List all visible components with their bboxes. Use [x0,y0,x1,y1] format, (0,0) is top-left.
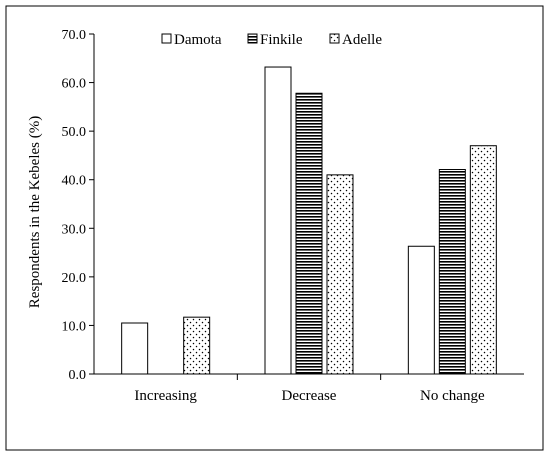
bar-damota-no-change [407,245,435,375]
y-axis-ticks: 0.0 10.0 20.0 30.0 40.0 50.0 60.0 70.0 [62,28,94,383]
bar-adelle-increasing [183,316,211,375]
legend-swatch-finkile [247,33,258,44]
bar-damota-increasing [121,322,149,375]
bar-adelle-decrease [326,174,354,375]
legend-swatch-damota [161,33,172,44]
legend-label-finkile: Finkile [260,32,303,48]
y-tick-label: 60.0 [62,77,87,92]
legend-label-adelle: Adelle [342,32,382,48]
bars-layer [121,66,497,375]
bar-adelle-no-change [469,145,497,375]
y-tick-label: 30.0 [62,222,87,237]
legend-label-damota: Damota [174,32,222,48]
bar-finkile-no-change [438,169,466,375]
legend: Damota Finkile Adelle [161,32,382,48]
chart-border [5,5,544,451]
y-tick-label: 40.0 [62,174,87,189]
y-axis-title: Respondents in the Kebeles (%) [27,116,43,308]
y-tick-label: 10.0 [62,319,87,334]
bar-finkile-decrease [295,92,323,375]
axes-layer [93,34,524,380]
x-axis-categories: Increasing Decrease No change [134,388,485,404]
y-tick-label: 20.0 [62,271,87,286]
bar-damota-decrease [264,66,292,375]
x-category-label: No change [420,388,485,404]
x-category-label: Increasing [134,388,197,404]
legend-swatch-adelle [329,33,340,44]
y-tick-label: 50.0 [62,125,87,140]
y-tick-label: 70.0 [62,28,87,43]
y-tick-label: 0.0 [69,368,87,383]
x-category-label: Decrease [282,388,337,404]
